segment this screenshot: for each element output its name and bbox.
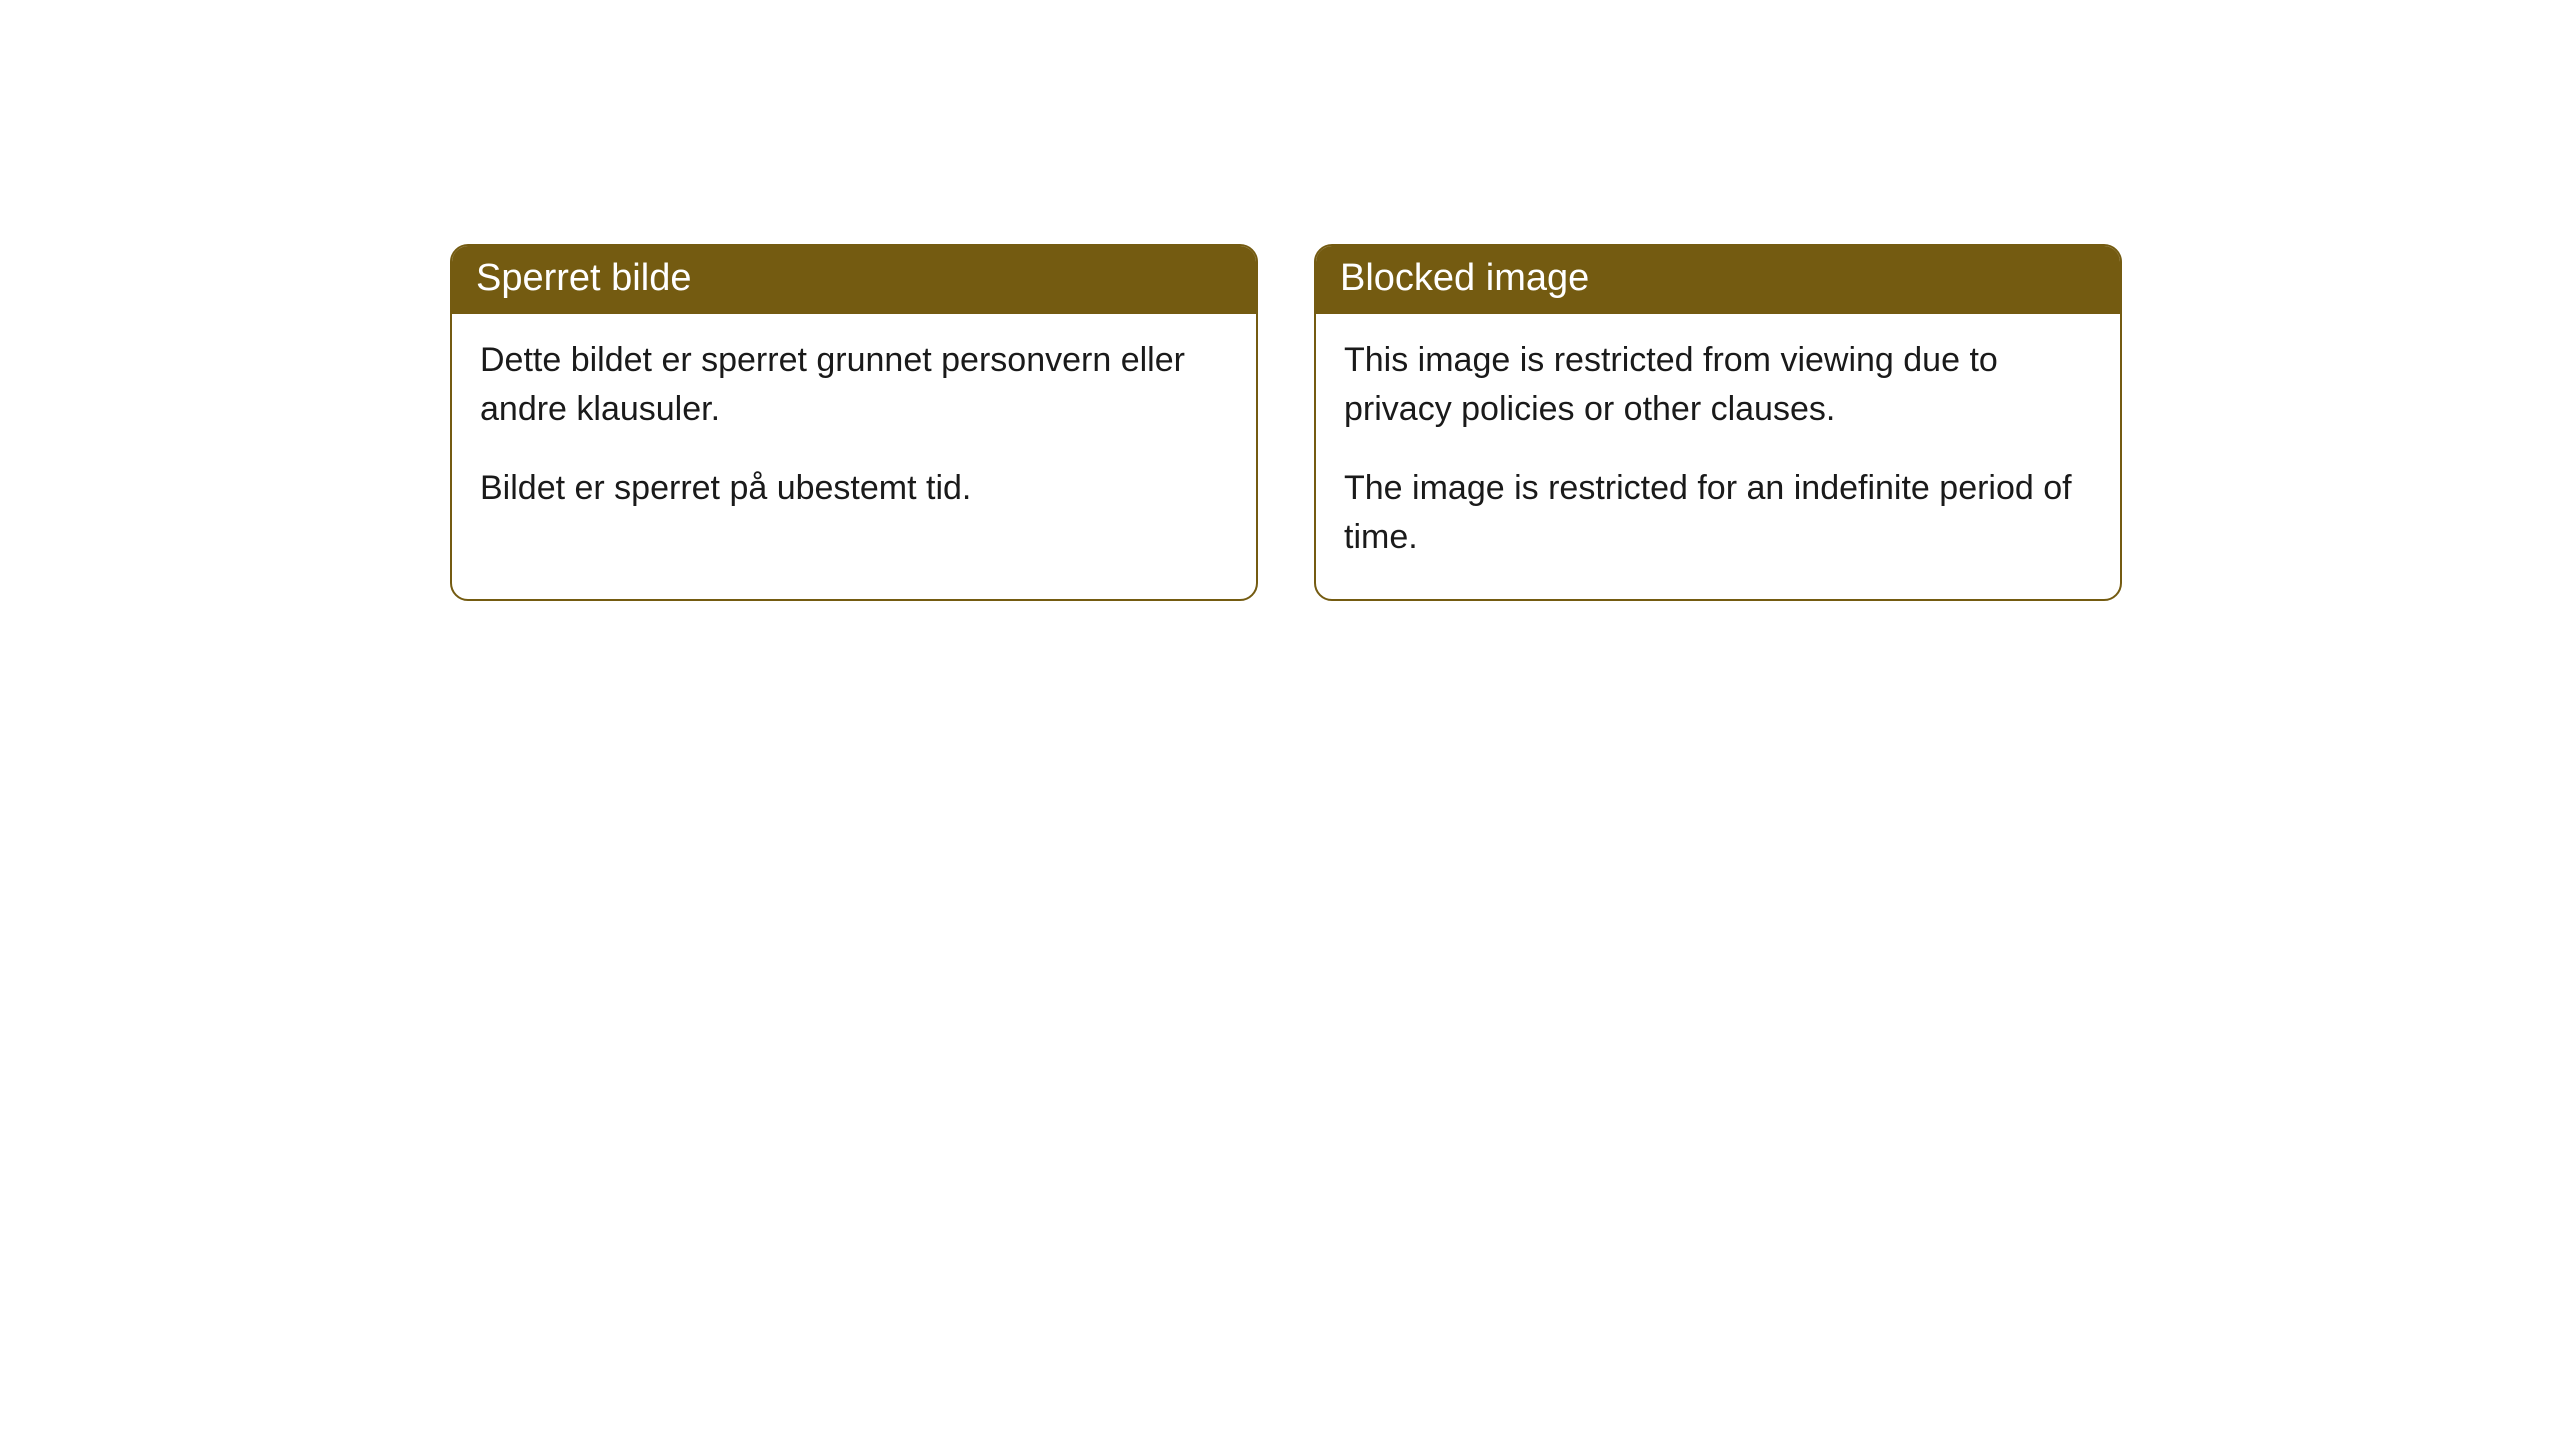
notice-card-norwegian: Sperret bilde Dette bildet er sperret gr… <box>450 244 1258 601</box>
card-text-reason: Dette bildet er sperret grunnet personve… <box>480 336 1228 435</box>
card-header: Sperret bilde <box>452 246 1256 314</box>
card-body: Dette bildet er sperret grunnet personve… <box>452 314 1256 550</box>
card-title: Blocked image <box>1340 256 2096 302</box>
card-text-reason: This image is restricted from viewing du… <box>1344 336 2092 435</box>
card-body: This image is restricted from viewing du… <box>1316 314 2120 599</box>
notice-cards-container: Sperret bilde Dette bildet er sperret gr… <box>450 244 2122 601</box>
card-text-duration: The image is restricted for an indefinit… <box>1344 464 2092 563</box>
card-text-duration: Bildet er sperret på ubestemt tid. <box>480 464 1228 513</box>
card-header: Blocked image <box>1316 246 2120 314</box>
card-title: Sperret bilde <box>476 256 1232 302</box>
notice-card-english: Blocked image This image is restricted f… <box>1314 244 2122 601</box>
